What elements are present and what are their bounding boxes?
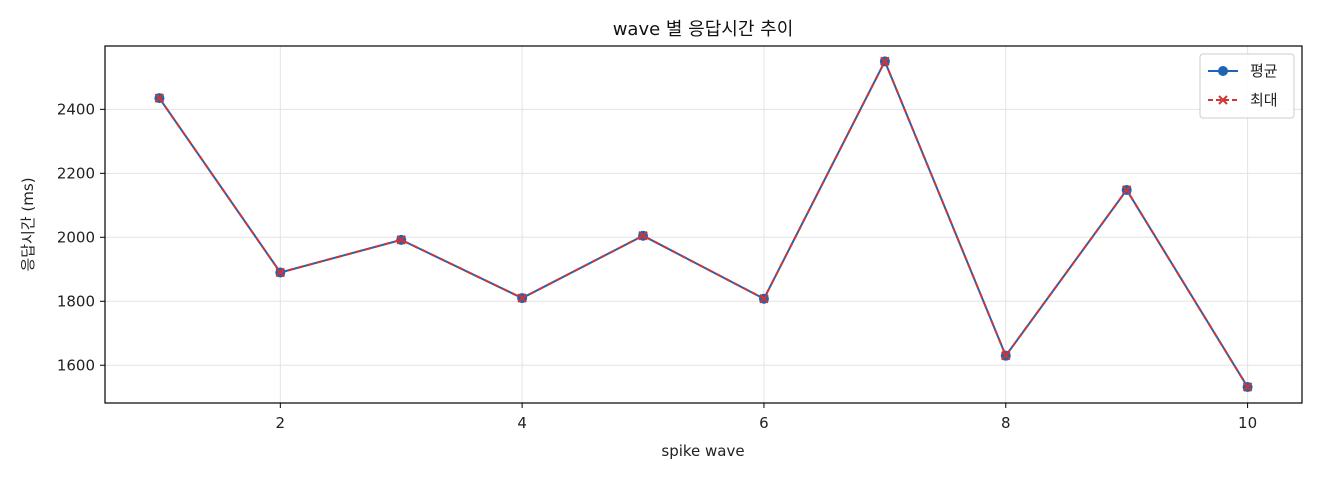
data-point (517, 293, 527, 303)
grid (105, 46, 1302, 403)
y-axis: 1600 1800 2000 2200 2400 (57, 100, 105, 374)
series-line (158, 60, 1249, 388)
data-point (759, 294, 769, 304)
x-tick-label: 8 (1001, 414, 1011, 432)
y-tick-label: 1600 (57, 356, 95, 374)
y-tick-label: 2200 (57, 164, 95, 182)
legend-marker (1218, 95, 1228, 105)
x-tick-label: 10 (1238, 414, 1257, 432)
legend-label: 최대 (1250, 91, 1278, 109)
series-1 (154, 56, 1253, 393)
data-point (1001, 350, 1011, 361)
y-axis-label: 응답시간 (ms) (19, 177, 37, 271)
series-line (158, 60, 1249, 388)
plot-frame (104, 45, 1303, 404)
legend-item-1: 평균 (1208, 62, 1278, 80)
y-tick-label: 1800 (57, 292, 95, 310)
data-point (396, 235, 406, 245)
data-point (880, 56, 890, 67)
x-tick-label: 6 (759, 414, 769, 432)
data-point (638, 230, 648, 241)
series-2 (154, 56, 1253, 392)
legend-box (1199, 53, 1295, 119)
y-tick-label: 2400 (57, 100, 95, 118)
chart-title: wave 별 응답시간 추이 (613, 19, 794, 40)
x-axis-label: spike wave (661, 442, 744, 460)
x-tick-label: 2 (276, 414, 286, 432)
data-point (1121, 185, 1132, 195)
x-axis: 2 4 6 8 10 (276, 403, 1257, 432)
data-point (275, 267, 286, 278)
legend-marker (1218, 66, 1228, 76)
y-tick-label: 2000 (57, 228, 95, 246)
x-tick-label: 4 (517, 414, 527, 432)
legend-label: 평균 (1250, 62, 1278, 80)
series-layer (154, 56, 1253, 393)
legend-item-2: 최대 (1208, 91, 1278, 109)
data-point (1242, 382, 1253, 392)
data-point (154, 93, 165, 103)
